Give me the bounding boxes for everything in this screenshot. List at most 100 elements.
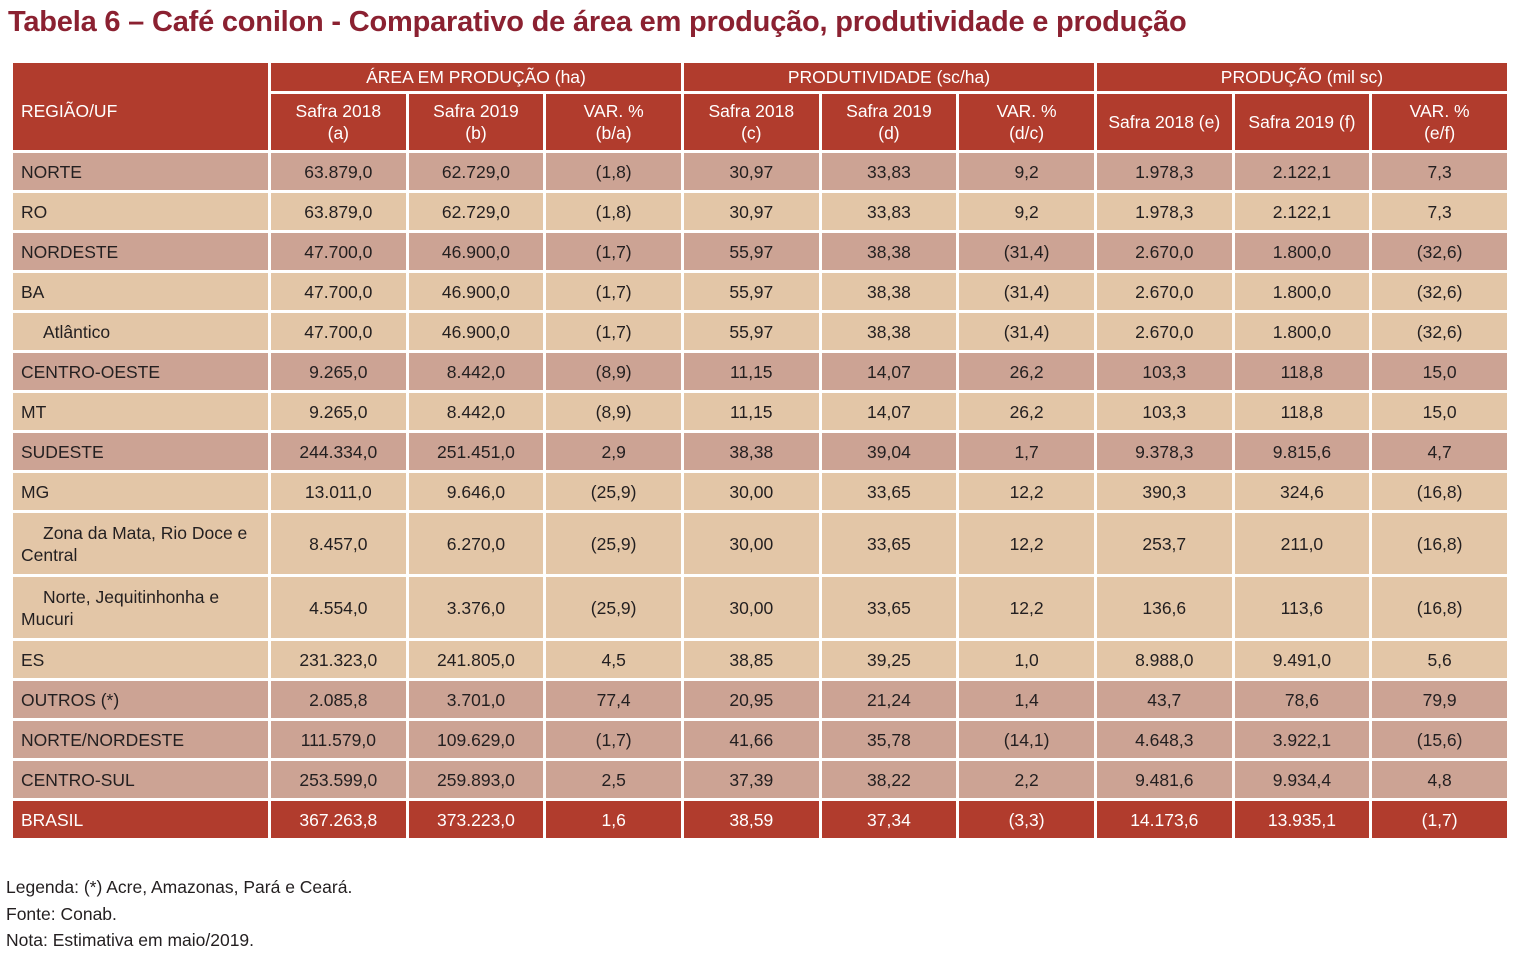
value-cell: 62.729,0 [408, 153, 544, 190]
value-cell: 46.900,0 [408, 313, 544, 350]
legend-note: Legenda: (*) Acre, Amazonas, Pará e Cear… [6, 877, 353, 897]
value-cell: (14,1) [959, 721, 1094, 758]
value-cell: 7,3 [1372, 153, 1507, 190]
value-cell: 38,38 [821, 233, 957, 270]
value-cell: 33,65 [821, 473, 957, 510]
value-cell: 46.900,0 [408, 233, 544, 270]
subheader-col-4: Safra 2019 (d) [821, 94, 957, 150]
value-cell: 4,8 [1372, 761, 1507, 798]
value-cell: (16,8) [1372, 473, 1507, 510]
table-row: BRASIL 367.263,8 373.223,0 1,6 38,59 37,34 (3,… [13, 801, 1507, 838]
value-cell: 39,04 [821, 433, 957, 470]
value-cell: 35,78 [821, 721, 957, 758]
subheader-line: Safra 2018 (e) [1108, 112, 1221, 132]
value-cell: (32,6) [1372, 273, 1507, 310]
value-cell: (31,4) [959, 313, 1094, 350]
table-row: OUTROS (*) 2.085,8 3.701,0 77,4 20,95 21,24 1,… [13, 681, 1507, 718]
value-cell: 1,6 [546, 801, 681, 838]
value-cell: 367.263,8 [271, 801, 406, 838]
value-cell: 373.223,0 [408, 801, 544, 838]
value-cell: 2,9 [546, 433, 681, 470]
table-row: MG 13.011,0 9.646,0 (25,9) 30,00 33,65 12,2 390… [13, 473, 1507, 510]
table-row: CENTRO-SUL 253.599,0 259.893,0 2,5 37,39 38,2… [13, 761, 1507, 798]
region-name: OUTROS (*) [13, 681, 268, 718]
region-name: NORTE/NORDESTE [13, 721, 268, 758]
value-cell: 11,15 [683, 353, 819, 390]
value-cell: 38,59 [683, 801, 819, 838]
value-cell: 38,38 [821, 273, 957, 310]
value-cell: 21,24 [821, 681, 957, 718]
value-cell: 390,3 [1096, 473, 1232, 510]
subheader-col-8: VAR. % (e/f) [1372, 94, 1507, 150]
value-cell: 38,85 [683, 641, 819, 678]
value-cell: (1,7) [546, 721, 681, 758]
region-name: BRASIL [13, 801, 268, 838]
value-cell: 1.800,0 [1234, 233, 1370, 270]
value-cell: 1,4 [959, 681, 1094, 718]
value-cell: (32,6) [1372, 233, 1507, 270]
subheader-line: (c) [741, 123, 762, 143]
group-header-productivity: PRODUTIVIDADE (sc/ha) [683, 63, 1094, 91]
value-cell: 39,25 [821, 641, 957, 678]
value-cell: 37,39 [683, 761, 819, 798]
group-header-area: ÁREA EM PRODUÇÃO (ha) [271, 63, 681, 91]
value-cell: 30,97 [683, 193, 819, 230]
value-cell: 244.334,0 [271, 433, 406, 470]
value-cell: (16,8) [1372, 577, 1507, 638]
region-name: CENTRO-SUL [13, 761, 268, 798]
value-cell: 63.879,0 [271, 153, 406, 190]
table-row: Zona da Mata, Rio Doce e Central 8.457,0 6… [13, 513, 1507, 574]
value-cell: 33,83 [821, 193, 957, 230]
value-cell: 9.934,4 [1234, 761, 1370, 798]
table-row: RO 63.879,0 62.729,0 (1,8) 30,97 33,83 9,2 1.97… [13, 193, 1507, 230]
value-cell: 12,2 [959, 473, 1094, 510]
value-cell: 231.323,0 [271, 641, 406, 678]
subheader-line: VAR. % [1409, 101, 1470, 121]
value-cell: 33,65 [821, 577, 957, 638]
value-cell: 38,38 [821, 313, 957, 350]
value-cell: 103,3 [1096, 353, 1232, 390]
region-name: ES [13, 641, 268, 678]
value-cell: (31,4) [959, 233, 1094, 270]
table-row: NORTE 63.879,0 62.729,0 (1,8) 30,97 33,83 9,2 1… [13, 153, 1507, 190]
region-name: NORDESTE [13, 233, 268, 270]
value-cell: 251.451,0 [408, 433, 544, 470]
value-cell: 136,6 [1096, 577, 1232, 638]
value-cell: 324,6 [1234, 473, 1370, 510]
value-cell: 4,7 [1372, 433, 1507, 470]
value-cell: 30,00 [683, 473, 819, 510]
value-cell: 9.815,6 [1234, 433, 1370, 470]
value-cell: 8.457,0 [271, 513, 406, 574]
region-name: BA [13, 273, 268, 310]
value-cell: 8.988,0 [1096, 641, 1232, 678]
value-cell: 33,65 [821, 513, 957, 574]
value-cell: 5,6 [1372, 641, 1507, 678]
value-cell: (15,6) [1372, 721, 1507, 758]
value-cell: (1,7) [546, 273, 681, 310]
value-cell: 4,5 [546, 641, 681, 678]
value-cell: 118,8 [1234, 393, 1370, 430]
value-cell: 55,97 [683, 313, 819, 350]
region-name: MT [13, 393, 268, 430]
value-cell: 2.122,1 [1234, 193, 1370, 230]
subheader-line: (a) [327, 123, 350, 143]
value-cell: 9.481,6 [1096, 761, 1232, 798]
value-cell: 2.670,0 [1096, 313, 1232, 350]
value-cell: 241.805,0 [408, 641, 544, 678]
value-cell: 9,2 [959, 153, 1094, 190]
region-name: MG [13, 473, 268, 510]
value-cell: 1,0 [959, 641, 1094, 678]
table-title: Tabela 6 – Café conilon - Comparativo de… [8, 6, 1187, 38]
value-cell: 41,66 [683, 721, 819, 758]
value-cell: 118,8 [1234, 353, 1370, 390]
value-cell: 14,07 [821, 353, 957, 390]
value-cell: 26,2 [959, 353, 1094, 390]
value-cell: 2.670,0 [1096, 273, 1232, 310]
source-note: Fonte: Conab. [6, 903, 117, 924]
value-cell: 46.900,0 [408, 273, 544, 310]
value-cell: 1,7 [959, 433, 1094, 470]
value-cell: 77,4 [546, 681, 681, 718]
value-cell: 9.491,0 [1234, 641, 1370, 678]
subheader-line: VAR. % [996, 101, 1057, 121]
table-row: CENTRO-OESTE 9.265,0 8.442,0 (8,9) 11,15 14,0… [13, 353, 1507, 390]
